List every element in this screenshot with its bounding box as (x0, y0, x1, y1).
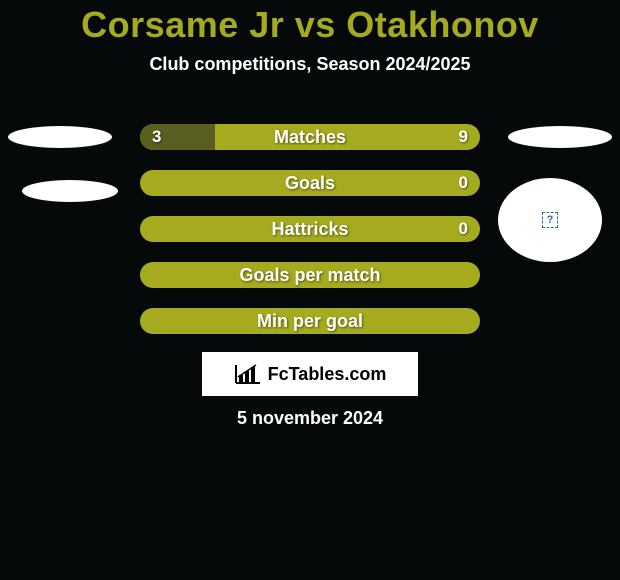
bar-row: Min per goal (140, 308, 480, 334)
bar-label: Min per goal (140, 308, 480, 334)
bar-label: Matches (140, 124, 480, 150)
bar-chart-icon (234, 363, 262, 385)
bar-row: Hattricks 0 (140, 216, 480, 242)
comparison-bars: 3 Matches 9 Goals 0 Hattricks 0 Goals pe… (140, 124, 480, 354)
bar-right-value: 9 (459, 124, 468, 150)
site-logo: FcTables.com (202, 352, 418, 396)
player-right-avatar-2: ? (498, 178, 602, 262)
page-subtitle: Club competitions, Season 2024/2025 (0, 54, 620, 75)
comparison-infographic: Corsame Jr vs Otakhonov Club competition… (0, 0, 620, 580)
player-right-avatar-1 (508, 126, 612, 148)
bar-label: Goals (140, 170, 480, 196)
image-placeholder-icon: ? (542, 212, 558, 228)
bar-row: 3 Matches 9 (140, 124, 480, 150)
bar-label: Hattricks (140, 216, 480, 242)
generated-date: 5 november 2024 (0, 408, 620, 429)
player-left-avatar-2 (22, 180, 118, 202)
logo-text: FcTables.com (268, 364, 387, 385)
bar-right-value: 0 (459, 216, 468, 242)
player-left-avatar-1 (8, 126, 112, 148)
bar-label: Goals per match (140, 262, 480, 288)
bar-row: Goals per match (140, 262, 480, 288)
bar-row: Goals 0 (140, 170, 480, 196)
page-title: Corsame Jr vs Otakhonov (0, 0, 620, 46)
bar-right-value: 0 (459, 170, 468, 196)
